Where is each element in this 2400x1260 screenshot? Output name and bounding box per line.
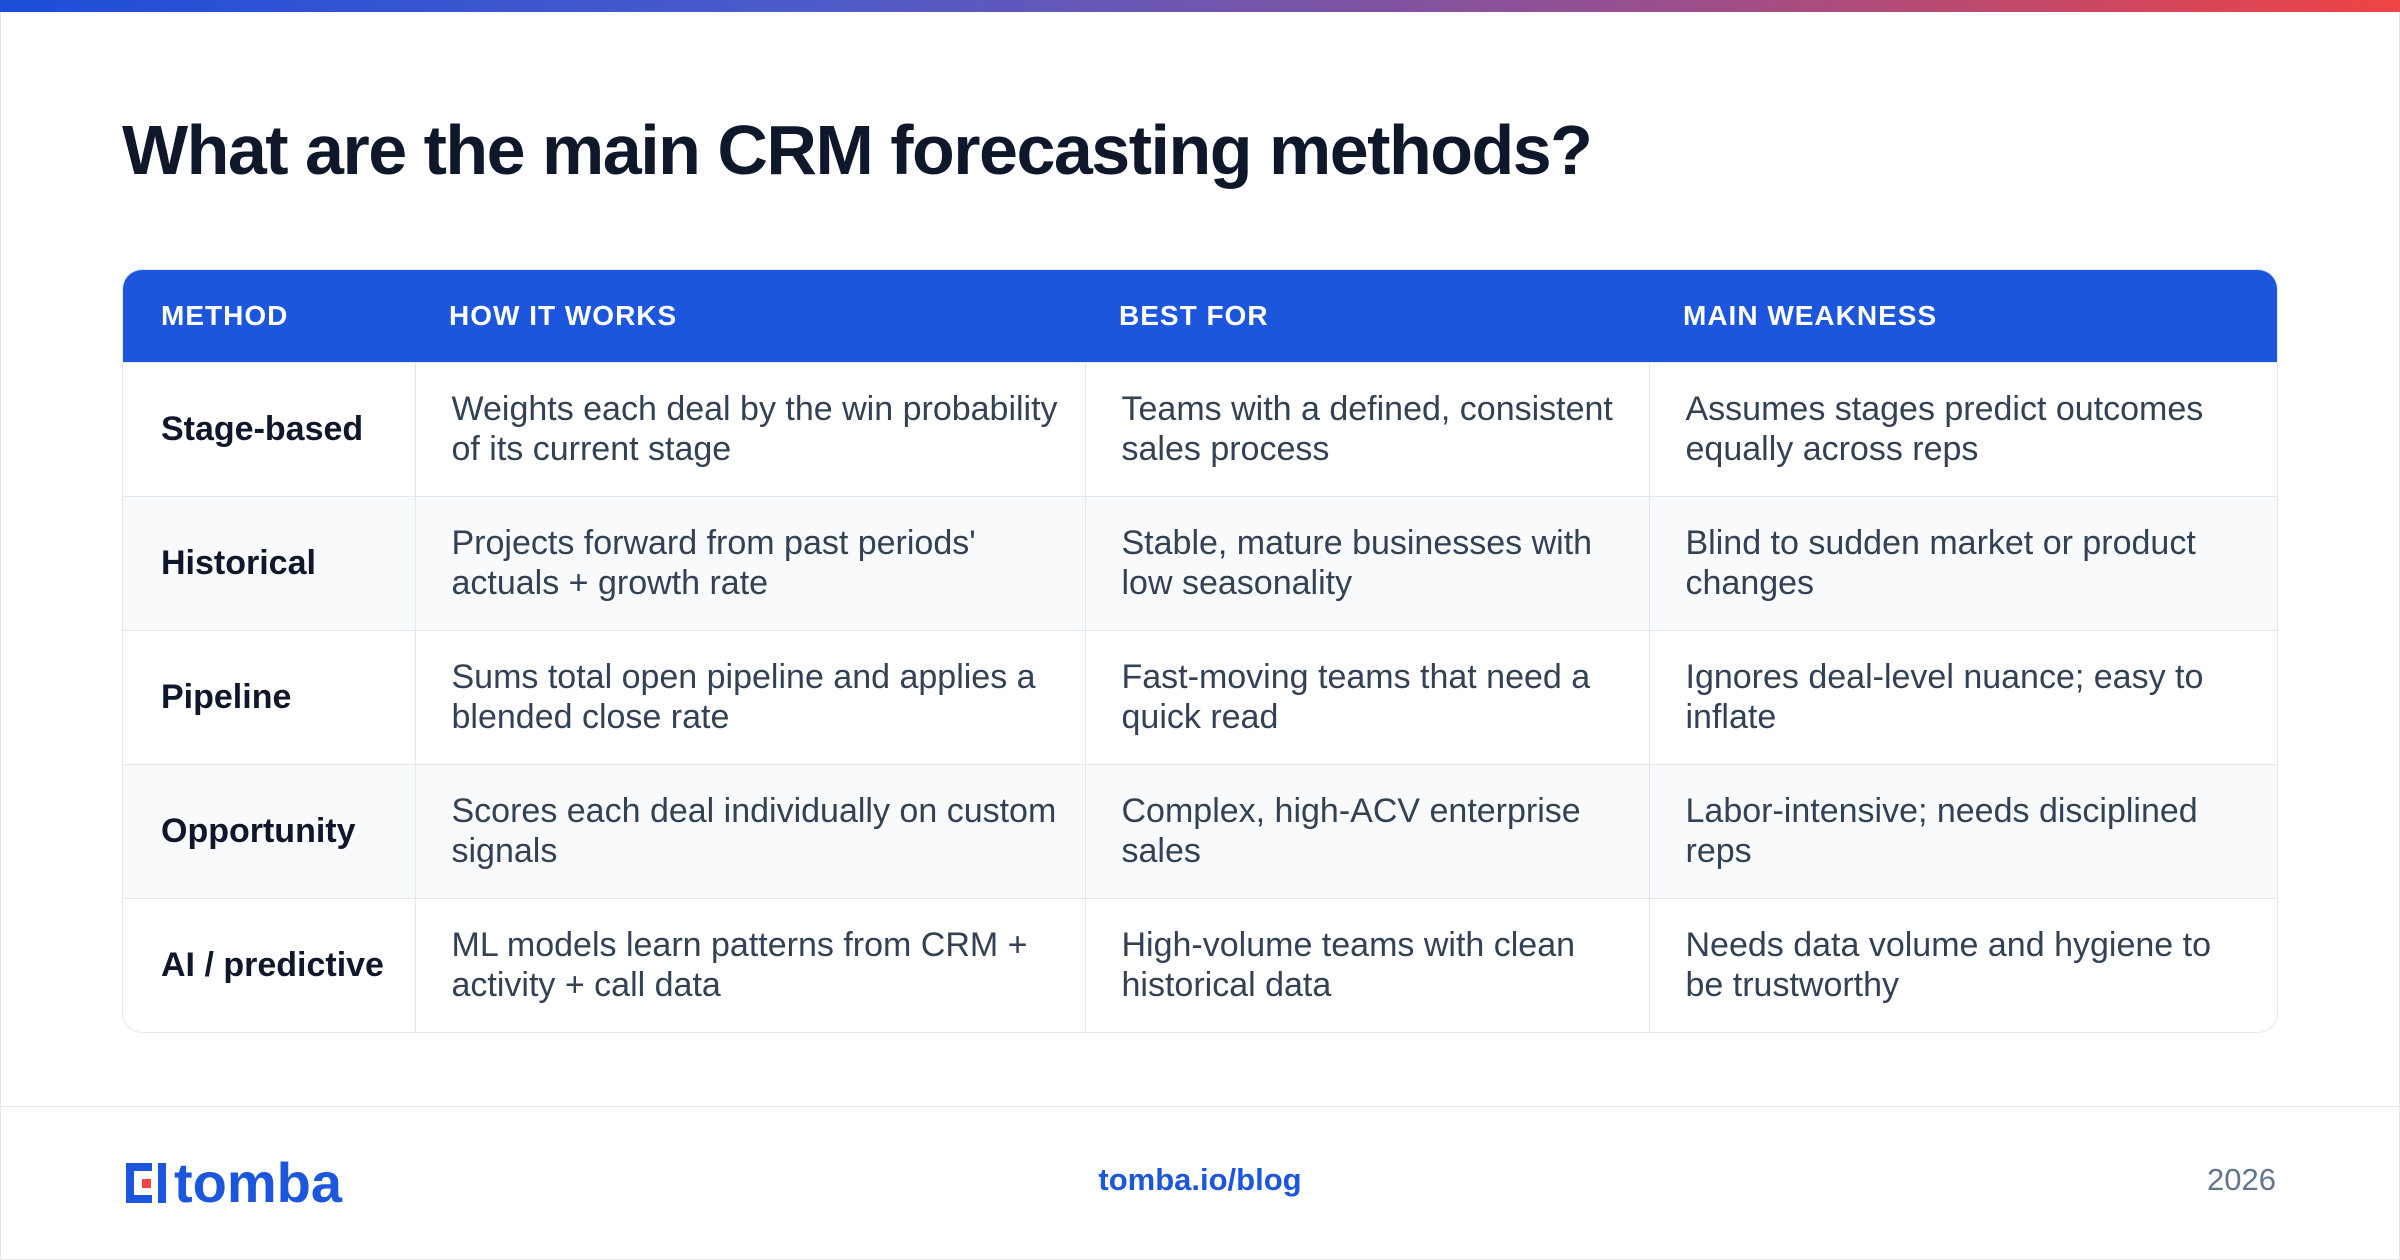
best-for-cell: Fast-moving teams that need a quick read [1084,629,1649,764]
weakness-cell: Assumes stages predict outcomes equally … [1648,361,2277,496]
blog-link[interactable]: tomba.io/blog [1098,1162,1302,1197]
top-gradient-bar [0,0,2400,12]
how-cell: ML models learn patterns from CRM + acti… [414,897,1085,1032]
brand-wordmark: tomba [174,1151,342,1214]
best-for-cell: Teams with a defined, consistent sales p… [1084,361,1649,496]
table-row: Historical Projects forward from past pe… [123,495,2277,630]
table-row: Opportunity Scores each deal individuall… [123,763,2277,898]
how-cell: Scores each deal individually on custom … [414,763,1085,898]
brand-logo[interactable]: tomba [122,1155,342,1211]
method-cell: Stage-based [123,361,415,496]
methods-table-card: METHOD HOW IT WORKS BEST FOR MAIN WEAKNE… [122,269,2278,1033]
header-method: METHOD [161,299,289,331]
how-cell: Weights each deal by the win probability… [414,361,1085,496]
method-cell: Opportunity [123,763,415,898]
table-header-row: METHOD HOW IT WORKS BEST FOR MAIN WEAKNE… [123,270,2277,362]
tomba-logo-icon [122,1159,170,1207]
weakness-cell: Blind to sudden market or product change… [1648,495,2277,630]
method-cell: Pipeline [123,629,415,764]
method-cell: Historical [123,495,415,630]
how-cell: Projects forward from past periods' actu… [414,495,1085,630]
method-cell: AI / predictive [123,897,415,1032]
weakness-cell: Labor-intensive; needs disciplined reps [1648,763,2277,898]
header-best-for: BEST FOR [1119,299,1269,331]
weakness-cell: Needs data volume and hygiene to be trus… [1648,897,2277,1032]
footer-divider [0,1106,2400,1107]
weakness-cell: Ignores deal-level nuance; easy to infla… [1648,629,2277,764]
footer-year: 2026 [2207,1162,2276,1197]
table-row: AI / predictive ML models learn patterns… [123,897,2277,1032]
best-for-cell: Complex, high-ACV enterprise sales [1084,763,1649,898]
best-for-cell: High-volume teams with clean historical … [1084,897,1649,1032]
table-row: Stage-based Weights each deal by the win… [123,361,2277,496]
table-row: Pipeline Sums total open pipeline and ap… [123,629,2277,764]
methods-table: METHOD HOW IT WORKS BEST FOR MAIN WEAKNE… [123,270,2277,1032]
how-cell: Sums total open pipeline and applies a b… [414,629,1085,764]
best-for-cell: Stable, mature businesses with low seaso… [1084,495,1649,630]
header-main-weakness: MAIN WEAKNESS [1683,299,1938,331]
page-title: What are the main CRM forecasting method… [122,111,1593,189]
header-how-it-works: HOW IT WORKS [449,299,678,331]
